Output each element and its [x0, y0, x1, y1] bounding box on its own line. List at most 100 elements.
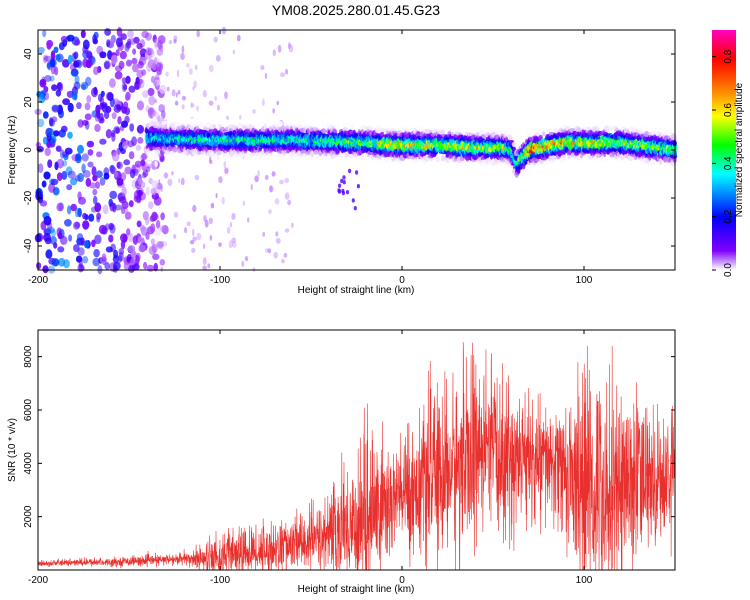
noise-cell — [186, 221, 191, 227]
ridge-cell — [265, 120, 270, 124]
noise-cell — [159, 225, 166, 233]
noise-cell — [77, 144, 84, 154]
noise-cell — [121, 77, 127, 84]
noise-cell — [77, 247, 85, 256]
noise-cell — [39, 79, 47, 88]
ridge-cell — [350, 106, 355, 113]
ridge-cell — [477, 164, 482, 172]
noise-cell — [126, 228, 131, 236]
noise-cell — [268, 185, 274, 193]
ridge-cell — [200, 150, 204, 155]
noise-cell — [131, 57, 138, 65]
noise-cell — [51, 116, 58, 123]
ridge-cell — [241, 109, 248, 113]
noise-cell — [89, 56, 96, 65]
noise-cell — [105, 246, 113, 253]
noise-cell — [288, 42, 291, 50]
noise-cell — [224, 167, 229, 175]
noise-cell — [284, 228, 290, 233]
noise-cell — [131, 136, 138, 147]
noise-cell — [117, 255, 123, 263]
noise-cell — [215, 193, 218, 199]
noise-cell — [96, 151, 103, 158]
ridge-cell — [511, 141, 518, 148]
ridge-cell — [262, 164, 267, 169]
noise-cell — [260, 65, 265, 71]
noise-cell — [109, 201, 115, 212]
noise-cell — [53, 242, 58, 249]
ridge-cell — [375, 123, 379, 131]
noise-cell — [190, 102, 193, 108]
ridge-cell — [277, 120, 283, 127]
noise-cell — [202, 257, 207, 266]
noise-cell — [94, 202, 102, 213]
noise-cell — [80, 29, 86, 39]
ridge-cell — [242, 144, 248, 152]
noise-cell — [66, 34, 75, 42]
noise-cell — [85, 177, 92, 187]
ridge-cell — [384, 157, 389, 163]
noise-cell — [154, 57, 158, 64]
ridge-cell — [335, 124, 341, 128]
noise-cell — [67, 131, 73, 139]
noise-cell — [67, 54, 73, 65]
noise-cell — [284, 177, 290, 183]
noise-cell — [274, 198, 280, 205]
noise-cell — [158, 84, 167, 94]
noise-cell — [160, 212, 165, 221]
noise-cell — [91, 87, 98, 98]
noise-cell — [141, 226, 148, 236]
noise-cell — [121, 186, 127, 197]
noise-cell — [120, 233, 128, 243]
noise-cell — [262, 231, 266, 237]
noise-cell — [50, 50, 56, 61]
noise-cell — [106, 39, 111, 48]
noise-cell — [153, 262, 158, 272]
noise-cell — [108, 234, 114, 243]
noise-cell — [111, 132, 116, 142]
noise-cell — [135, 144, 142, 151]
noise-cell — [231, 237, 237, 244]
noise-cell — [57, 232, 63, 240]
noise-cell — [184, 227, 188, 234]
noise-cell — [152, 253, 160, 260]
ridge-cell — [595, 159, 600, 165]
noise-cell — [152, 245, 156, 254]
noise-cell — [123, 101, 129, 110]
noise-cell — [99, 51, 107, 59]
noise-cell — [141, 69, 147, 76]
noise-cell — [99, 138, 107, 145]
noise-cell — [98, 224, 107, 235]
noise-cell — [156, 48, 164, 56]
noise-cell — [150, 238, 156, 246]
noise-cell — [166, 86, 170, 92]
noise-cell — [74, 75, 80, 84]
ridge-cell — [569, 123, 574, 127]
noise-cell — [58, 257, 66, 267]
ridge-cell — [550, 156, 557, 161]
noise-cell — [242, 200, 246, 206]
noise-cell — [46, 226, 55, 234]
noise-cell — [52, 130, 60, 137]
ridge-cell — [568, 157, 573, 164]
noise-cell — [133, 190, 142, 200]
noise-cell — [208, 217, 213, 225]
noise-cell — [125, 75, 131, 84]
noise-cell — [67, 102, 74, 113]
noise-cell — [98, 117, 105, 124]
noise-cell — [61, 170, 68, 180]
noise-cell — [119, 50, 127, 60]
ridge-cell — [623, 158, 627, 164]
noise-cell — [42, 136, 48, 145]
noise-cell — [125, 91, 131, 101]
noise-cell — [129, 123, 135, 132]
noise-cell — [110, 166, 117, 175]
noise-cell — [74, 221, 81, 229]
ridge-cell — [222, 152, 227, 157]
noise-cell — [77, 119, 84, 128]
noise-cell — [209, 234, 213, 241]
noise-cell — [41, 180, 47, 188]
noise-cell — [86, 50, 93, 59]
ridge-cell — [464, 121, 469, 127]
noise-cell — [43, 86, 49, 93]
